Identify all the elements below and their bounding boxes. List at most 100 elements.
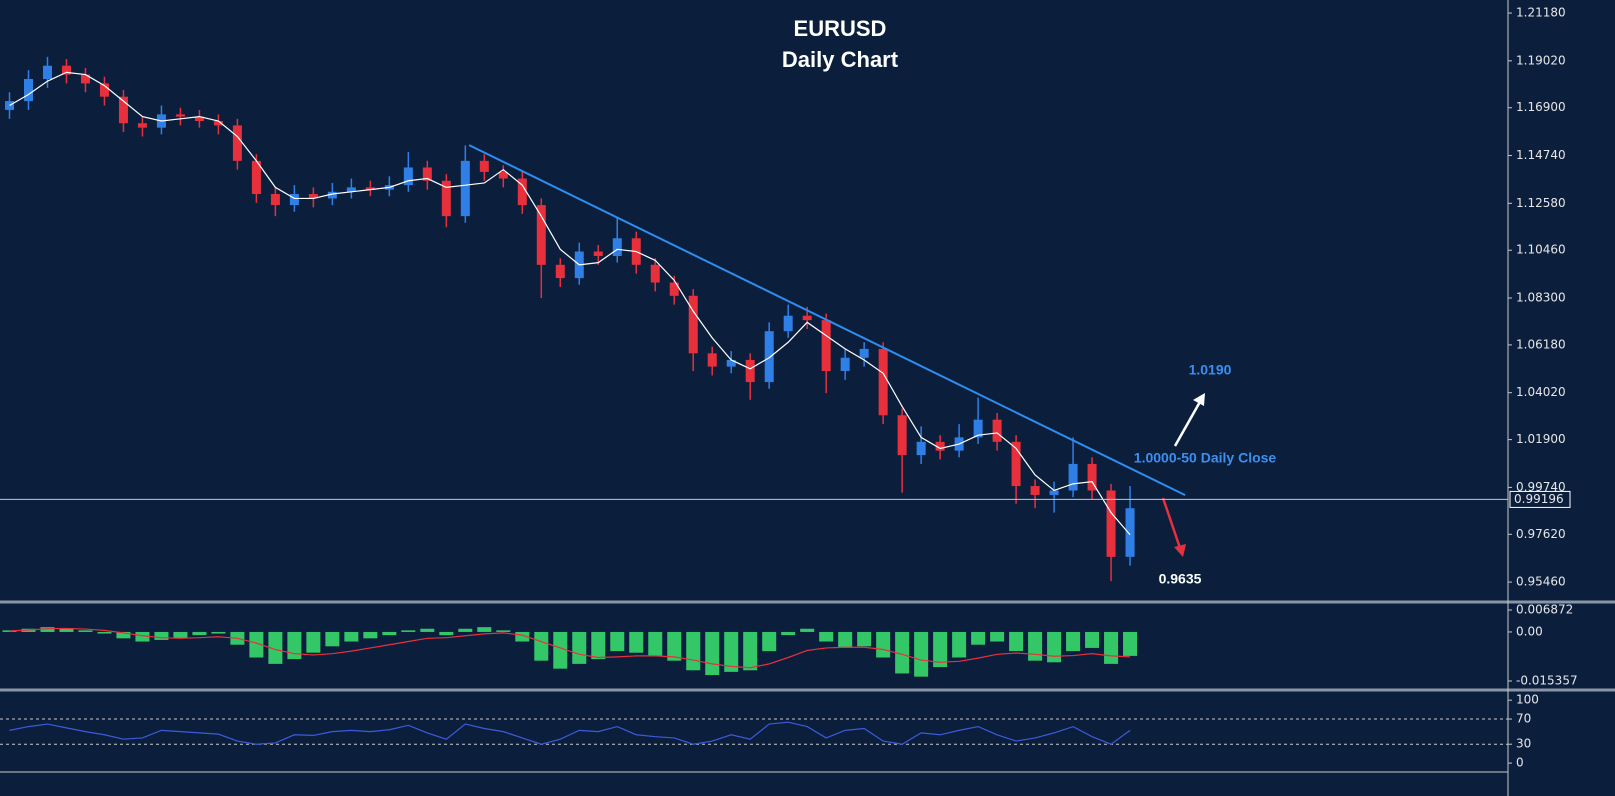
candle-body [42, 65, 52, 79]
y-tick-label: 100 [1516, 693, 1539, 707]
chart-subtitle: Daily Chart [782, 47, 899, 72]
macd-bar [553, 631, 568, 669]
macd-bar [477, 627, 492, 632]
candle-body [118, 96, 128, 124]
macd-bar [724, 631, 739, 672]
macd-bar [420, 628, 435, 632]
candle-body [973, 419, 983, 438]
candle-body [498, 171, 508, 179]
candle-body [536, 205, 546, 265]
macd-bar [705, 631, 720, 676]
candle-body [422, 167, 432, 181]
macd-bar [610, 631, 625, 652]
down-arrow [1161, 497, 1186, 557]
candle-body [517, 178, 527, 206]
candle-body [840, 357, 850, 372]
y-tick-label: 0.006872 [1516, 602, 1573, 616]
macd-bar [876, 631, 891, 658]
candle-body [175, 114, 185, 117]
macd-bar [1009, 631, 1024, 652]
y-tick-label: 0.97620 [1516, 527, 1566, 541]
annotation: 0.9635 [1159, 571, 1202, 587]
macd-bar [59, 628, 74, 632]
macd-bar [762, 631, 777, 652]
annotation: 1.0000-50 Daily Close [1134, 450, 1277, 466]
candle-body [232, 125, 242, 161]
candle-body [878, 348, 888, 416]
candle-body [346, 187, 356, 192]
macd-bar [306, 631, 321, 653]
current-price-label: 0.99196 [1514, 492, 1564, 506]
macd-bar [439, 631, 454, 636]
macd-bar [534, 631, 549, 661]
macd-bar [135, 631, 150, 642]
macd-bar [192, 631, 207, 636]
y-tick-label: 1.04020 [1516, 385, 1566, 399]
macd-bar [1028, 631, 1043, 661]
macd-bar [496, 630, 511, 632]
candle-body [251, 160, 261, 195]
candle-body [1049, 490, 1059, 495]
macd-bar [116, 631, 131, 639]
macd-bar [971, 631, 986, 645]
macd-bar [667, 631, 682, 661]
moving-average [9, 71, 1131, 536]
y-tick-label: 0.95460 [1516, 575, 1566, 589]
macd-bar [2, 630, 17, 632]
macd-bar [933, 631, 948, 668]
y-tick-label: 1.06180 [1516, 337, 1566, 351]
y-tick-label: 1.21180 [1516, 6, 1566, 20]
candle-body [61, 65, 71, 75]
candle-body [935, 441, 945, 451]
macd-bar [819, 631, 834, 642]
rsi-line [9, 721, 1131, 745]
candle-body [403, 167, 413, 186]
candle-body [1106, 490, 1116, 557]
candle-body [612, 238, 622, 256]
candle-body [194, 116, 204, 122]
y-tick-label: 1.19020 [1516, 53, 1566, 67]
candle-body [916, 441, 926, 456]
candle-body [707, 353, 717, 367]
macd-bar [363, 631, 378, 639]
candle-body [365, 187, 375, 190]
macd-bar [97, 631, 112, 634]
y-tick-label: 0.00 [1516, 624, 1543, 638]
y-tick-label: 1.10460 [1516, 243, 1566, 257]
candle-body [460, 160, 470, 217]
macd-bar [401, 630, 416, 632]
macd-bar [781, 631, 796, 636]
macd-bar [40, 627, 55, 632]
macd-bar [287, 631, 302, 660]
candle-body [783, 315, 793, 332]
chart-title: EURUSD [794, 16, 887, 41]
candle-body [1011, 441, 1021, 487]
macd-bar [1104, 631, 1119, 664]
candle-body [479, 160, 489, 172]
macd-bar [743, 631, 758, 671]
macd-bar [895, 631, 910, 674]
macd-bar [249, 631, 264, 658]
candle-body [688, 295, 698, 354]
candle-body [992, 419, 1002, 442]
macd-bar [952, 631, 967, 658]
trendline [468, 144, 1186, 497]
macd-bar [857, 631, 872, 647]
candle-body [821, 320, 831, 372]
candle-body [1030, 486, 1040, 495]
macd-bar [1123, 631, 1138, 656]
y-tick-label: 0 [1516, 756, 1524, 770]
y-tick-label: -0.015357 [1516, 673, 1578, 687]
macd-bar [629, 631, 644, 653]
macd-bar [572, 631, 587, 664]
macd-bar [325, 631, 340, 647]
candle-body [289, 194, 299, 206]
candle-body [270, 194, 280, 206]
candle-body [555, 264, 565, 279]
candle-body [308, 194, 318, 199]
candle-body [23, 78, 33, 102]
candle-body [726, 359, 736, 367]
y-tick-label: 1.14740 [1516, 148, 1566, 162]
